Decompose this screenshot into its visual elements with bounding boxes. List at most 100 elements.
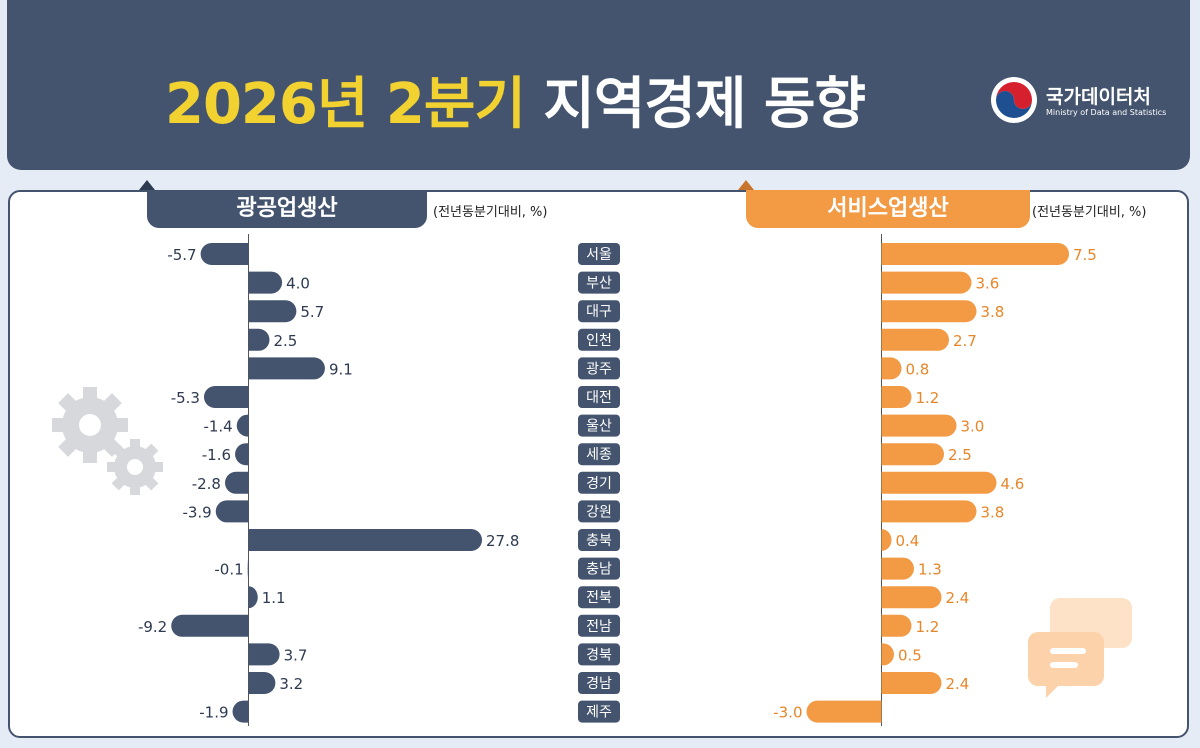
value-label-충북: 27.8 — [486, 532, 519, 550]
service-production-chart: 7.53.63.82.70.81.23.02.54.63.80.41.32.41… — [773, 234, 1097, 726]
bar-울산 — [881, 414, 957, 437]
bar-충남 — [247, 557, 249, 580]
value-label-광주: 0.8 — [906, 360, 930, 378]
region-tag-bg — [578, 500, 620, 523]
value-label-광주: 9.1 — [329, 360, 353, 378]
region-label-충남: 충남 — [586, 562, 612, 578]
value-label-경북: 0.5 — [898, 646, 922, 664]
region-tag-bg — [578, 386, 620, 408]
region-label-부산: 부산 — [586, 276, 612, 292]
bar-대전 — [881, 386, 912, 408]
value-label-세종: -1.6 — [202, 446, 231, 464]
bar-전남 — [171, 614, 249, 637]
bar-광주 — [881, 357, 902, 380]
value-label-전남: 1.2 — [916, 618, 940, 636]
value-label-경기: -2.8 — [192, 475, 221, 493]
region-label-제주: 제주 — [586, 705, 612, 721]
region-tag-bg — [578, 586, 620, 609]
bar-경기 — [881, 471, 997, 494]
bar-전북 — [248, 586, 258, 609]
region-tag-bg — [578, 443, 620, 466]
value-label-제주: -1.9 — [199, 704, 228, 722]
region-label-대전: 대전 — [586, 390, 612, 406]
bar-강원 — [215, 500, 249, 523]
value-label-부산: 4.0 — [286, 275, 310, 293]
value-label-인천: 2.7 — [953, 332, 977, 350]
bar-대구 — [881, 300, 977, 323]
region-label-경북: 경북 — [586, 647, 612, 663]
value-label-경남: 3.2 — [279, 675, 303, 693]
bar-울산 — [236, 414, 249, 437]
page-title: 2026년 2분기 지역경제 동향 — [165, 70, 866, 140]
bar-세종 — [235, 443, 249, 466]
region-label-서울: 서울 — [586, 247, 612, 263]
value-label-서울: -5.7 — [167, 246, 196, 264]
region-tag-bg — [578, 357, 620, 380]
value-label-경북: 3.7 — [284, 646, 308, 664]
chat-bubbles-decoration — [1028, 598, 1132, 698]
region-label-강원: 강원 — [586, 504, 612, 520]
region-label-세종: 세종 — [586, 447, 612, 463]
value-label-대구: 3.8 — [981, 303, 1005, 321]
value-label-인천: 2.5 — [274, 332, 298, 350]
value-label-경기: 4.6 — [1001, 475, 1025, 493]
value-label-울산: -1.4 — [203, 418, 232, 436]
bar-전남 — [881, 614, 912, 637]
bar-제주 — [806, 700, 882, 723]
value-label-부산: 3.6 — [976, 275, 1000, 293]
bar-충북 — [248, 529, 483, 551]
region-label-경남: 경남 — [586, 676, 612, 692]
bar-경기 — [224, 471, 249, 494]
region-label-인천: 인천 — [586, 333, 612, 349]
bar-경남 — [881, 672, 942, 694]
region-label-충북: 충북 — [586, 533, 612, 549]
region-tag-bg — [578, 328, 620, 351]
region-tag-bg — [578, 529, 620, 551]
tab-fold — [738, 180, 754, 190]
bar-서울 — [200, 243, 249, 265]
value-label-울산: 3.0 — [961, 418, 985, 436]
region-tag-bg — [578, 557, 620, 580]
logo-subtitle: Ministry of Data and Statistics — [1046, 108, 1167, 117]
bar-대구 — [248, 300, 297, 323]
bar-충북 — [881, 529, 892, 551]
region-tag-bg — [578, 672, 620, 694]
value-label-경남: 2.4 — [946, 675, 970, 693]
value-label-전북: 1.1 — [262, 589, 286, 607]
value-label-전북: 2.4 — [946, 589, 970, 607]
tab-fold — [139, 180, 155, 190]
taegeuk-emblem-icon — [991, 77, 1037, 123]
bar-부산 — [881, 271, 972, 294]
service-unit-label: (전년동분기대비, %) — [1032, 205, 1147, 220]
mining-production-chart: -5.7 4.0 5.72.5 9.1 -5.3-1.4 -1.6 -2.8 -3.9 27.8… — [138, 234, 519, 726]
bar-경북 — [248, 643, 280, 666]
mining-chart-title: 광공업생산 — [147, 190, 427, 228]
bar-충남 — [881, 557, 914, 580]
value-label-전남: -9.2 — [138, 618, 167, 636]
region-label-경기: 경기 — [586, 476, 612, 492]
title-highlight: 2026년 2분기 — [165, 72, 526, 137]
bar-서울 — [881, 243, 1069, 265]
value-label-서울: 7.5 — [1073, 246, 1097, 264]
value-label-대구: 5.7 — [300, 303, 324, 321]
bar-인천 — [881, 328, 949, 351]
region-tag-bg — [578, 243, 620, 265]
mining-unit-label: (전년동분기대비, %) — [433, 205, 548, 220]
region-tag-bg — [578, 471, 620, 494]
bar-인천 — [248, 328, 270, 351]
bar-경북 — [881, 643, 894, 666]
region-label-광주: 광주 — [586, 361, 612, 377]
bar-전북 — [881, 586, 942, 609]
bar-부산 — [248, 271, 283, 294]
bar-경남 — [248, 672, 276, 694]
value-label-대전: 1.2 — [916, 389, 940, 407]
gears-decoration — [52, 387, 163, 495]
value-label-충남: -0.1 — [214, 561, 243, 579]
value-label-대전: -5.3 — [171, 389, 200, 407]
region-tag-bg — [578, 414, 620, 437]
service-chart-title: 서비스업생산 — [746, 190, 1030, 228]
value-label-강원: -3.9 — [182, 503, 211, 521]
region-tag-bg — [578, 643, 620, 666]
bar-제주 — [232, 700, 249, 723]
